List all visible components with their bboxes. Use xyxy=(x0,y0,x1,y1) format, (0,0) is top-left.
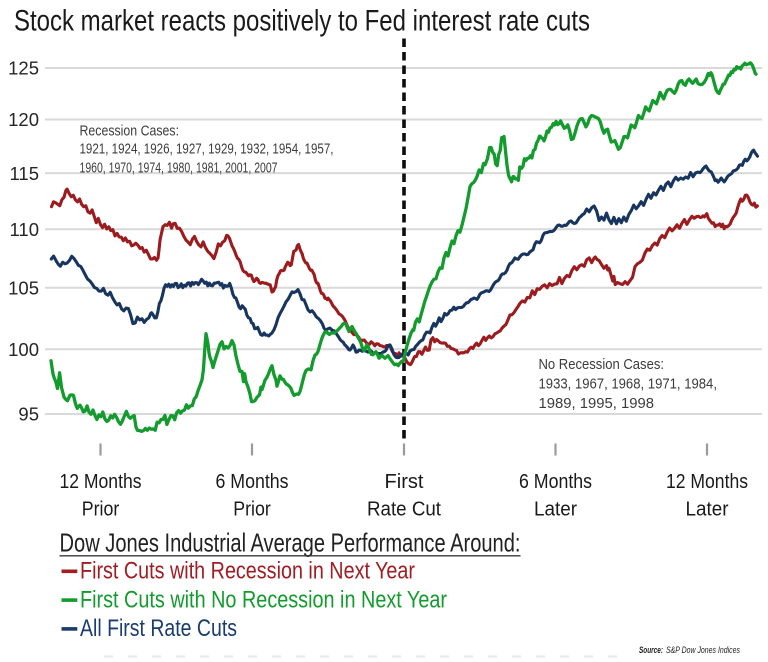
svg-text:115: 115 xyxy=(10,163,40,184)
svg-text:125: 125 xyxy=(8,58,39,79)
svg-text:100: 100 xyxy=(8,339,39,360)
svg-text:First: First xyxy=(385,471,424,493)
svg-text:Recession Cases:1921, 1924, 19: Recession Cases: 1921, 1924, 1926, 1927, … xyxy=(80,123,334,177)
svg-text:First Cuts with No Recession i: First Cuts with No Recession in Next Yea… xyxy=(80,586,447,613)
svg-text:No Recession Cases:1933, 1967,: No Recession Cases: 1933, 1967, 1968, 197… xyxy=(539,356,718,412)
svg-text:Later: Later xyxy=(686,499,729,521)
svg-text:105: 105 xyxy=(8,278,39,299)
svg-text:First Cuts with Recession in N: First Cuts with Recession in Next Year xyxy=(80,558,415,585)
svg-text:Prior: Prior xyxy=(233,499,271,521)
svg-text:Prior: Prior xyxy=(82,499,120,521)
svg-text:110: 110 xyxy=(10,219,40,240)
svg-text:All First Rate Cuts: All First Rate Cuts xyxy=(80,615,237,642)
svg-text:Source:S&P Dow Jones Indices: Source: S&P Dow Jones Indices xyxy=(639,645,740,656)
svg-text:12 Months: 12 Months xyxy=(666,471,748,493)
svg-text:Rate Cut: Rate Cut xyxy=(367,499,441,521)
svg-text:120: 120 xyxy=(8,109,39,130)
svg-text:Stock market reacts positively: Stock market reacts positively to Fed in… xyxy=(14,5,590,38)
svg-text:Dow Jones Industrial Average P: Dow Jones Industrial Average Performance… xyxy=(60,528,521,558)
svg-text:Later: Later xyxy=(534,499,577,521)
svg-text:12 Months: 12 Months xyxy=(60,471,142,493)
svg-text:6 Months: 6 Months xyxy=(216,471,289,493)
svg-text:95: 95 xyxy=(18,404,39,425)
svg-text:6 Months: 6 Months xyxy=(519,471,592,493)
